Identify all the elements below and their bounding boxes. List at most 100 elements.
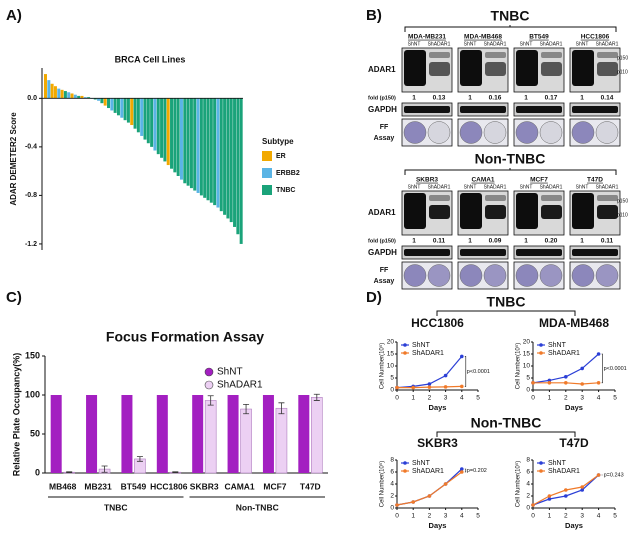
row-label: fold (p150) <box>368 95 396 101</box>
y-axis-label: Cell Number(10⁵) <box>515 343 522 390</box>
ff-well <box>595 121 619 144</box>
x-tick-label: SKBR3 <box>190 481 219 491</box>
bracket <box>436 431 576 437</box>
bar <box>160 98 164 158</box>
band <box>597 205 618 219</box>
p-value: p=0.243 <box>604 472 624 478</box>
band <box>460 106 506 113</box>
bar <box>240 408 252 474</box>
y-tick-label: 5 <box>390 375 394 382</box>
p-bracket <box>464 468 467 473</box>
y-tick-label: 0 <box>390 387 394 394</box>
y-axis-label: Cell Number(10⁵) <box>515 461 522 508</box>
p-value: p<0.0001 <box>604 366 627 372</box>
ff-well <box>459 264 483 287</box>
y-tick-label: -0.4 <box>25 144 37 151</box>
y-tick-label: 10 <box>387 363 395 370</box>
y-tick-label: 10 <box>523 363 531 370</box>
point <box>580 488 584 492</box>
band <box>485 52 506 58</box>
bar <box>311 397 323 474</box>
error-bar <box>172 471 179 474</box>
legend-title: Subtype <box>262 137 294 146</box>
band-label: p110 <box>617 69 628 75</box>
x-tick-label: 4 <box>460 513 464 520</box>
lane-label: ShADAR1 <box>596 41 619 47</box>
band <box>404 193 426 229</box>
y-tick-label: -0.8 <box>25 192 37 199</box>
x-tick-label: MB468 <box>49 481 77 491</box>
y-tick-label: 4 <box>526 481 530 488</box>
x-tick-label: 5 <box>613 513 617 520</box>
fold-value: 1 <box>524 238 528 245</box>
y-tick-label: 20 <box>387 339 395 346</box>
x-axis-label: Days <box>565 521 583 530</box>
legend-swatch <box>262 185 272 195</box>
legend-marker <box>403 351 407 355</box>
p-value: p=0.202 <box>467 468 487 474</box>
bracket <box>436 310 576 316</box>
bar <box>86 395 98 473</box>
bar <box>163 98 167 162</box>
cell-line-name: MDA-MB231 <box>408 34 446 41</box>
chart-title: BRCA Cell Lines <box>115 54 186 64</box>
lane-label: ShADAR1 <box>540 184 563 190</box>
legend-marker <box>403 343 407 347</box>
group-title: TNBC <box>487 294 526 310</box>
lane-label: ShADAR1 <box>484 184 507 190</box>
point <box>596 352 601 356</box>
lane-label: ShNT <box>576 184 589 190</box>
bar <box>60 89 64 99</box>
band <box>460 50 482 86</box>
band <box>485 205 506 219</box>
error-bar <box>66 471 73 474</box>
legend-marker <box>403 469 407 473</box>
bar <box>67 92 71 99</box>
fold-value: 0.17 <box>545 95 558 102</box>
bar <box>176 98 180 176</box>
band <box>516 50 538 86</box>
bar <box>44 74 47 99</box>
lane-label: ShNT <box>520 41 533 47</box>
point <box>395 385 399 390</box>
point <box>427 494 432 498</box>
bar <box>123 98 127 121</box>
bar <box>189 98 193 189</box>
ff-well <box>595 264 619 287</box>
band <box>485 62 506 76</box>
bar <box>53 86 57 99</box>
bar <box>77 95 81 99</box>
bar <box>262 395 274 473</box>
point <box>547 381 552 385</box>
fold-value: 1 <box>468 238 472 245</box>
chart-title: MDA-MB468 <box>539 316 609 330</box>
x-tick-label: 1 <box>548 513 552 520</box>
bar <box>140 98 144 136</box>
bar <box>107 98 111 109</box>
bar <box>298 395 310 473</box>
x-tick-label: 3 <box>580 395 584 402</box>
bar <box>203 98 207 198</box>
point <box>427 385 432 389</box>
fold-value: 0.11 <box>433 238 446 245</box>
legend-label: ShNT <box>548 342 567 349</box>
lane-label: ShNT <box>408 184 421 190</box>
lane-label: ShNT <box>464 41 477 47</box>
ff-well <box>427 264 451 287</box>
point <box>596 381 601 385</box>
point <box>531 381 535 385</box>
band-label: p150 <box>617 55 628 61</box>
ff-well <box>427 121 451 144</box>
point <box>580 382 584 386</box>
legend-label: ShADAR1 <box>412 350 444 357</box>
bar <box>113 98 117 113</box>
lane-label: ShADAR1 <box>596 184 619 190</box>
y-tick-label: 15 <box>387 351 395 358</box>
y-tick-label: 0 <box>526 387 530 394</box>
bar <box>239 98 243 244</box>
bar <box>73 94 77 99</box>
point <box>596 473 601 477</box>
legend-marker <box>204 367 214 377</box>
cell-line-name: MCF7 <box>530 177 548 184</box>
ff-well <box>515 121 539 144</box>
